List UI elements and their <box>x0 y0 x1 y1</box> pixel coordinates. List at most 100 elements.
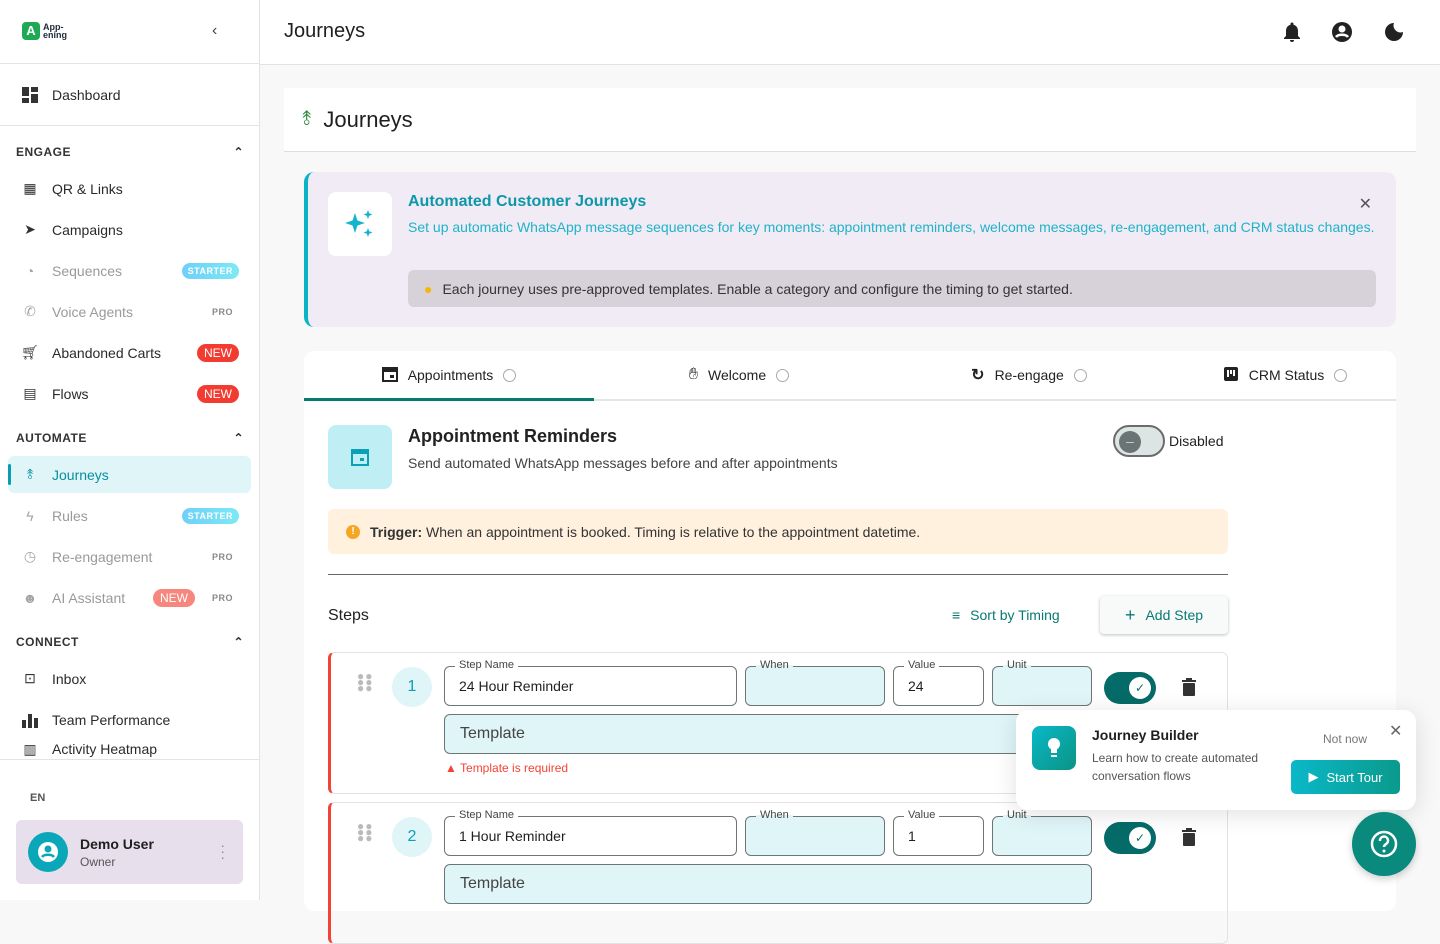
delete-icon[interactable] <box>1182 828 1196 851</box>
sidebar-item-voice-agents[interactable]: ✆ Voice Agents PRO <box>8 293 251 330</box>
sidebar-item-journeys[interactable]: ⥉ Journeys <box>8 456 251 493</box>
more-vert-icon[interactable]: · · · <box>220 837 225 865</box>
sidebar-item-label: Rules <box>52 507 88 524</box>
close-icon[interactable]: ✕ <box>1358 196 1372 213</box>
value-field[interactable]: Value 24 <box>893 658 984 706</box>
sidebar-item-label: Journeys <box>52 466 109 483</box>
sidebar-item-abandoned-carts[interactable]: 🛒︎ Abandoned Carts NEW <box>8 334 251 371</box>
section-automate[interactable]: AUTOMATE ⌃ <box>16 431 244 445</box>
step-enable-toggle[interactable]: ✓ <box>1104 672 1156 704</box>
drag-handle-icon[interactable]: ●● ●● ●● <box>357 669 374 695</box>
starter-badge: STARTER <box>181 507 239 524</box>
dashboard-icon <box>22 86 38 103</box>
tab-crm-status[interactable]: CRM Status <box>1174 351 1396 399</box>
sidebar-item-re-engagement[interactable]: ◷ Re-engagement PRO <box>8 538 251 575</box>
not-now-button[interactable]: Not now <box>1323 732 1368 746</box>
value-field[interactable]: Value 1 <box>893 808 984 856</box>
step-number: 2 <box>392 817 432 857</box>
field-label: Step Name <box>455 808 519 822</box>
help-button[interactable] <box>1352 812 1416 876</box>
error-text: Template is required <box>460 761 569 775</box>
page-title-text: Journeys <box>323 106 413 132</box>
sidebar-item-sequences[interactable]: ◔ Sequences STARTER <box>8 252 251 289</box>
sparkles-icon <box>328 192 392 256</box>
divider <box>0 63 259 64</box>
route-icon: ⥉ <box>26 466 34 482</box>
wave-icon: ✋︎ <box>688 366 699 383</box>
delete-icon[interactable] <box>1182 678 1196 701</box>
drag-handle-icon[interactable]: ●● ●● ●● <box>357 819 374 845</box>
when-select[interactable]: When <box>745 808 885 856</box>
tab-welcome[interactable]: ✋︎ Welcome <box>594 351 884 399</box>
step-name-field[interactable]: Step Name 1 Hour Reminder <box>444 808 737 856</box>
sidebar-item-label: Re-engagement <box>52 548 153 565</box>
sidebar-item-label: Campaigns <box>52 221 123 238</box>
chevron-left-icon[interactable]: ‹ <box>212 22 218 39</box>
journey-title: Appointment Reminders <box>408 426 618 446</box>
top-bar: Journeys <box>260 0 1440 65</box>
sidebar-item-activity-heatmap[interactable]: ▥ Activity Heatmap <box>8 740 251 759</box>
ai-head-icon: ☻ <box>22 589 38 606</box>
lightbulb-icon: ● <box>424 280 433 297</box>
tab-label: CRM Status <box>1248 367 1325 383</box>
sidebar-item-flows[interactable]: ▤ Flows NEW <box>8 375 251 412</box>
app-logo[interactable]: A App-ening <box>22 22 67 40</box>
section-connect[interactable]: CONNECT ⌃ <box>16 635 244 649</box>
chevron-up-icon[interactable]: ⌃ <box>233 635 244 649</box>
tour-description: Learn how to create automated conversati… <box>1092 751 1259 783</box>
logo-mark: A <box>22 22 40 40</box>
close-icon[interactable]: ✕ <box>1389 723 1403 740</box>
user-card[interactable]: Demo User Owner · · · <box>16 820 243 884</box>
sidebar-item-label: Sequences <box>52 262 123 279</box>
page-title: ⥉ Journeys <box>284 88 1416 152</box>
journey-enable-toggle[interactable]: – <box>1113 425 1165 457</box>
user-name: Demo User <box>80 836 154 852</box>
sort-by-timing-button[interactable]: ≡ Sort by Timing <box>952 607 1060 623</box>
qr-code-icon: ▦ <box>23 180 37 196</box>
timelapse-icon: ◔ <box>25 262 35 279</box>
tab-re-engage[interactable]: ↻ Re-engage <box>884 351 1174 399</box>
toggle-status-label: Disabled <box>1169 433 1224 449</box>
template-select[interactable]: Template <box>444 714 1092 754</box>
language-selector[interactable]: EN <box>30 792 46 804</box>
minus-icon: – <box>1119 431 1141 453</box>
unit-select[interactable]: Unit <box>992 658 1092 706</box>
sidebar-item-rules[interactable]: ϟ Rules STARTER <box>8 497 251 534</box>
pro-badge: PRO <box>211 592 233 603</box>
inbox-icon: ⊡ <box>24 670 36 686</box>
field-label: Unit <box>1003 658 1031 672</box>
tour-title: Journey Builder <box>1092 727 1199 743</box>
when-select[interactable]: When <box>745 658 885 706</box>
field-value: 1 <box>908 828 916 844</box>
add-step-button[interactable]: + Add Step <box>1100 596 1228 634</box>
unit-select[interactable]: Unit <box>992 808 1092 856</box>
section-engage[interactable]: ENGAGE ⌃ <box>16 145 244 159</box>
tab-label: Welcome <box>708 367 767 383</box>
bell-icon[interactable] <box>1280 20 1304 44</box>
dark-mode-icon[interactable] <box>1382 20 1406 44</box>
step-enable-toggle[interactable]: ✓ <box>1104 822 1156 854</box>
flows-icon: ▤ <box>23 385 37 401</box>
chevron-up-icon[interactable]: ⌃ <box>233 145 244 159</box>
step-name-field[interactable]: Step Name 24 Hour Reminder <box>444 658 737 706</box>
template-select[interactable]: Template <box>444 864 1092 904</box>
pro-badge: PRO <box>211 551 233 562</box>
tab-appointments[interactable]: Appointments <box>304 351 594 401</box>
sidebar-item-campaigns[interactable]: ➤ Campaigns <box>8 211 251 248</box>
sidebar-item-label: Activity Heatmap <box>52 741 158 757</box>
error-message: ▲ Template is required <box>445 761 568 775</box>
field-value: 24 <box>908 678 924 694</box>
sidebar-item-team-performance[interactable]: Team Performance <box>8 701 251 738</box>
account-icon[interactable] <box>1330 20 1354 44</box>
start-tour-button[interactable]: ▶ Start Tour <box>1291 760 1400 794</box>
radio-icon <box>776 368 790 382</box>
info-banner: Automated Customer Journeys Set up autom… <box>304 172 1396 327</box>
sidebar-item-inbox[interactable]: ⊡ Inbox <box>8 660 251 697</box>
sidebar-item-qr-links[interactable]: ▦ QR & Links <box>8 170 251 207</box>
sidebar-item-ai-assistant[interactable]: ☻ AI Assistant NEW PRO <box>8 579 251 616</box>
warning-icon: ▲ <box>445 761 457 775</box>
sidebar-item-dashboard[interactable]: Dashboard <box>8 76 251 113</box>
chevron-up-icon[interactable]: ⌃ <box>233 431 244 445</box>
field-label: Step Name <box>455 658 519 672</box>
help-icon <box>1370 830 1398 858</box>
